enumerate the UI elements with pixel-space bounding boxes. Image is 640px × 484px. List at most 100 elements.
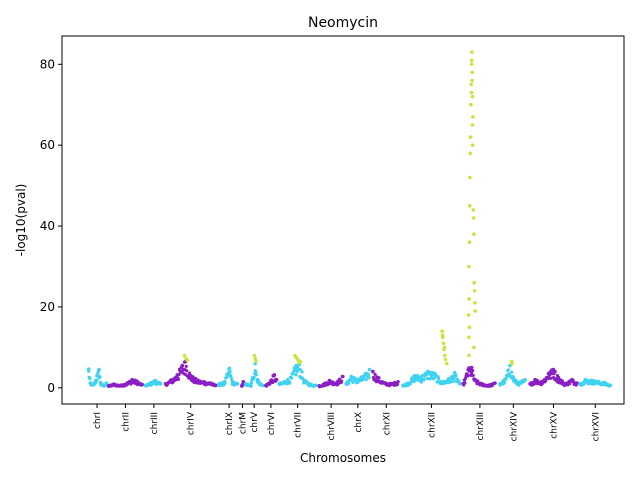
data-point xyxy=(458,382,462,386)
significant-point xyxy=(469,58,474,63)
significant-point xyxy=(467,264,471,269)
data-point xyxy=(364,378,368,382)
significant-point xyxy=(473,301,477,305)
data-point xyxy=(471,368,475,373)
significant-point xyxy=(472,280,477,285)
data-point xyxy=(340,379,344,383)
data-point xyxy=(446,377,450,382)
significant-point xyxy=(440,329,444,334)
x-tick-label: chrM xyxy=(239,412,249,434)
x-axis-ticks: chrI chrII chrIII chrIV chrIX chrM chrV chrVI ch… xyxy=(93,404,601,441)
significant-point xyxy=(468,135,473,139)
data-point xyxy=(153,378,158,383)
chromosome-series-chrVI xyxy=(264,373,279,388)
data-point xyxy=(426,369,430,374)
data-point xyxy=(255,377,260,382)
data-point xyxy=(241,380,245,384)
data-point xyxy=(269,378,273,383)
x-tick-label: chrVIII xyxy=(327,412,337,440)
data-point xyxy=(213,383,218,388)
significant-point xyxy=(471,208,476,212)
significant-point xyxy=(441,341,446,346)
x-tick-label: chrI xyxy=(93,412,103,429)
significant-point xyxy=(467,240,472,244)
data-point xyxy=(143,383,148,388)
data-point xyxy=(163,382,168,386)
significant-point xyxy=(469,90,474,95)
data-point xyxy=(227,366,232,371)
data-point xyxy=(202,380,206,384)
x-tick-label: chrXV xyxy=(550,411,560,439)
data-point xyxy=(112,382,116,387)
data-point xyxy=(549,376,553,380)
data-point xyxy=(95,373,99,378)
data-point xyxy=(130,377,134,382)
data-point xyxy=(367,376,371,380)
data-point xyxy=(272,373,277,377)
x-tick-label: chrIII xyxy=(150,412,160,434)
significant-point xyxy=(470,94,475,99)
plot-frame xyxy=(61,35,625,405)
x-tick-label: chrV xyxy=(250,411,260,432)
data-point xyxy=(230,380,235,384)
data-point xyxy=(469,365,474,370)
significant-point xyxy=(468,175,472,180)
data-point xyxy=(91,382,96,387)
x-tick-label: chrVI xyxy=(267,412,277,435)
data-point xyxy=(294,373,298,377)
chromosome-series-chrII xyxy=(106,377,144,388)
x-tick-label: chrXI xyxy=(382,412,392,435)
x-tick-label: chrXII xyxy=(427,412,437,438)
x-axis-label: Chromosomes xyxy=(300,451,386,465)
chromosome-series-chrXVI xyxy=(578,377,613,388)
data-point xyxy=(533,377,537,382)
data-point xyxy=(228,370,232,374)
chromosome-series-chrXII xyxy=(401,369,462,388)
data-point xyxy=(217,382,221,386)
significant-point xyxy=(467,325,472,330)
data-point xyxy=(129,382,133,386)
chromosome-series-chrI xyxy=(86,367,109,388)
significant-point xyxy=(467,204,472,208)
significant-point xyxy=(443,353,447,358)
significant-point xyxy=(467,297,472,301)
x-tick-label: chrVII xyxy=(294,412,304,438)
significant-point xyxy=(471,216,476,220)
data-point xyxy=(412,380,416,384)
data-point xyxy=(453,371,457,376)
data-point xyxy=(288,380,292,385)
data-point xyxy=(510,370,514,374)
significant-point xyxy=(469,102,473,107)
data-point xyxy=(168,378,173,383)
data-point xyxy=(461,382,466,386)
data-point xyxy=(563,382,567,386)
y-tick-label: 80 xyxy=(40,57,55,71)
data-point xyxy=(371,369,375,374)
chromosome-series-chrXI xyxy=(371,369,400,388)
data-point xyxy=(229,376,233,380)
y-axis-label: -log10(pval) xyxy=(14,184,28,257)
data-point xyxy=(235,382,240,386)
data-point xyxy=(106,384,111,388)
significant-point xyxy=(443,357,448,362)
chromosome-series-chrV xyxy=(244,361,265,388)
data-point xyxy=(503,377,507,382)
x-tick-label: chrIV xyxy=(187,411,197,435)
data-point xyxy=(302,378,307,383)
data-point xyxy=(349,374,354,379)
data-point xyxy=(291,371,295,375)
significant-point xyxy=(466,313,471,317)
data-point xyxy=(314,383,318,388)
data-point xyxy=(366,373,370,377)
data-point xyxy=(466,367,471,372)
data-point xyxy=(528,382,532,386)
significant-point xyxy=(470,70,475,75)
y-axis-ticks: 0 20 40 60 80 xyxy=(40,57,62,395)
chromosome-series-chrXIII xyxy=(461,365,497,388)
data-point xyxy=(406,381,410,385)
significant-point xyxy=(471,115,475,119)
chromosome-series-chrVII xyxy=(277,362,318,388)
data-point xyxy=(382,381,387,385)
data-point xyxy=(309,382,313,387)
